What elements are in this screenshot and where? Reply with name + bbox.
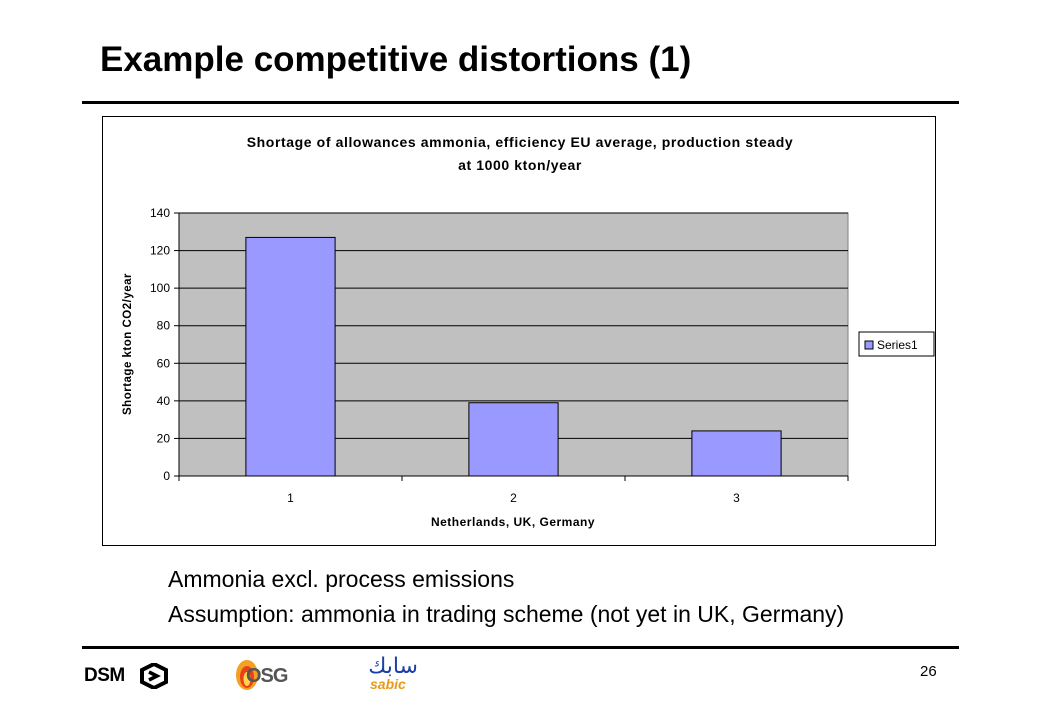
bar-3: [691, 430, 782, 477]
slide-notes: Ammonia excl. process emissions Assumpti…: [168, 562, 844, 632]
x-tick-label-2: 2: [510, 491, 517, 505]
title-divider: [82, 101, 959, 104]
dsm-logo-mark-icon: [140, 663, 168, 689]
y-tick-label-140: 140: [150, 206, 170, 220]
y-axis-label: Shortage kton CO2/year: [122, 273, 134, 415]
legend-entry-series1: Series1: [877, 338, 918, 352]
osg-logo-text: OSG: [246, 665, 288, 687]
x-tick-label-3: 3: [733, 491, 740, 505]
y-tick-label-120: 120: [150, 244, 170, 258]
chart-title-line-1: Shortage of allowances ammonia, efficien…: [247, 134, 794, 150]
y-tick-label-40: 40: [157, 394, 171, 408]
legend-swatch: [864, 340, 874, 350]
sabic-arabic-text: سابك: [368, 654, 418, 679]
y-tick-label-0: 0: [163, 469, 170, 483]
chart-title-line-2: at 1000 kton/year: [458, 157, 582, 173]
bar-1: [245, 236, 336, 477]
note-assumption: Assumption: ammonia in trading scheme (n…: [168, 601, 845, 627]
axes: 0 20 40 60 80 100 120 140 1 2 3: [150, 206, 849, 505]
y-tick-label-100: 100: [150, 281, 170, 295]
slide-title: Example competitive distortions (1): [100, 40, 692, 79]
footer-divider: [82, 646, 959, 649]
bar-chart: Shortage of allowances ammonia, efficien…: [122, 134, 935, 529]
note-process-emissions: Ammonia excl. process emissions: [168, 566, 515, 592]
chart-frame: Shortage of allowances ammonia, efficien…: [102, 116, 936, 546]
legend: Series1: [858, 331, 935, 357]
bar-2: [468, 402, 559, 477]
sabic-latin-text: sabic: [370, 676, 406, 692]
x-tick-label-1: 1: [287, 491, 294, 505]
sabic-logo: سابك sabic: [352, 654, 420, 694]
x-axis-label: Netherlands, UK, Germany: [431, 515, 595, 529]
bars: [245, 236, 782, 477]
page-number: 26: [920, 663, 937, 680]
y-tick-label-60: 60: [157, 356, 171, 370]
osg-logo: OSG: [234, 657, 294, 691]
y-tick-label-20: 20: [157, 431, 171, 445]
y-tick-label-80: 80: [157, 319, 171, 333]
dsm-logo-text: DSM: [84, 665, 125, 686]
osg-flame-icon: [236, 660, 258, 690]
dsm-logo: DSM: [84, 663, 174, 689]
